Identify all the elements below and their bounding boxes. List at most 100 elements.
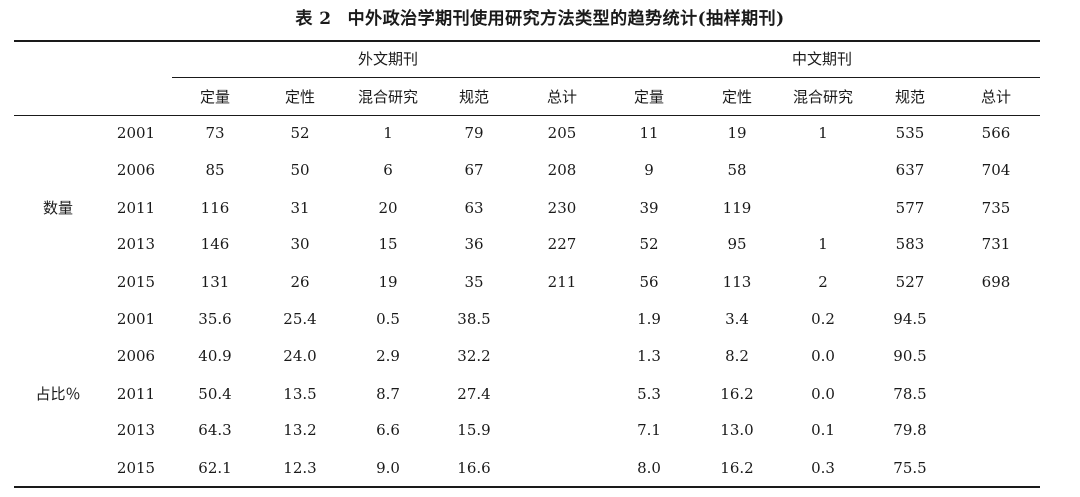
table-cell: 527 [895,273,925,291]
table-cell: 116 [200,199,230,217]
top-rule [14,40,1040,42]
table-cell: 50.4 [198,385,232,403]
row-year: 2006 [116,161,156,179]
table-cell: 85 [205,161,225,179]
table-cell: 20 [378,199,398,217]
table-cell: 8.2 [725,347,749,365]
table-cell: 16.2 [720,385,754,403]
group-header: 外文期刊 [357,50,419,68]
table-title: 中外政治学期刊使用研究方法类型的趋势统计(抽样期刊) [347,9,785,29]
table-cell: 535 [895,124,925,142]
header-rule [14,115,1040,116]
table-cell: 566 [981,124,1011,142]
table-cell: 2.9 [376,347,400,365]
table-cell: 27.4 [457,385,491,403]
table-cell: 13.5 [283,385,317,403]
table-cell: 11 [639,124,659,142]
table-cell: 50 [290,161,310,179]
table-cell: 230 [547,199,577,217]
table-cell: 131 [200,273,230,291]
group-header: 中文期刊 [791,50,853,68]
table-cell: 211 [547,273,577,291]
table-cell: 26 [290,273,310,291]
table-cell: 12.3 [283,459,317,477]
table-number: 表 2 [295,9,332,29]
table-cell: 0.5 [376,310,400,328]
table-caption: 表 2 中外政治学期刊使用研究方法类型的趋势统计(抽样期刊) [0,6,1080,32]
table-cell: 9.0 [376,459,400,477]
table-cell: 31 [290,199,310,217]
row-year: 2015 [116,273,156,291]
table-cell: 67 [464,161,484,179]
table-cell: 2 [818,273,828,291]
table-cell: 5.3 [637,385,661,403]
table-cell: 1.3 [637,347,661,365]
table-cell: 8.0 [637,459,661,477]
table-cell: 205 [547,124,577,142]
table-cell: 6 [383,161,393,179]
table-cell: 40.9 [198,347,232,365]
table-cell: 0.1 [811,421,835,439]
table-cell: 704 [981,161,1011,179]
column-header: 定量 [199,88,231,106]
table-cell: 39 [639,199,659,217]
table-cell: 35.6 [198,310,232,328]
table-cell: 75.5 [893,459,927,477]
table-cell: 52 [290,124,310,142]
row-year: 2001 [116,310,156,328]
table-cell: 1 [818,124,828,142]
column-header: 混合研究 [357,88,419,106]
table-cell: 0.0 [811,385,835,403]
table-cell: 62.1 [198,459,232,477]
table-cell: 25.4 [283,310,317,328]
table-cell: 8.7 [376,385,400,403]
column-header: 总计 [980,88,1012,106]
row-year: 2006 [116,347,156,365]
column-header: 总计 [546,88,578,106]
table-cell: 95 [727,235,747,253]
table-cell: 94.5 [893,310,927,328]
table-cell: 735 [981,199,1011,217]
column-header: 规范 [894,88,926,106]
table-cell: 731 [981,235,1011,253]
table-cell: 583 [895,235,925,253]
column-header: 混合研究 [792,88,854,106]
table-cell: 79.8 [893,421,927,439]
table-cell: 19 [727,124,747,142]
row-year: 2011 [116,385,156,403]
table-cell: 1 [818,235,828,253]
table-cell: 52 [639,235,659,253]
row-year: 2013 [116,235,156,253]
column-header: 定量 [633,88,665,106]
table-cell: 15 [378,235,398,253]
row-year: 2011 [116,199,156,217]
table-cell: 30 [290,235,310,253]
table-cell: 64.3 [198,421,232,439]
table-cell: 15.9 [457,421,491,439]
table-cell: 0.3 [811,459,835,477]
table-cell: 6.6 [376,421,400,439]
table-cell: 13.0 [720,421,754,439]
table-cell: 9 [644,161,654,179]
table-cell: 1 [383,124,393,142]
table-cell: 16.2 [720,459,754,477]
table-cell: 79 [464,124,484,142]
table-cell: 36 [464,235,484,253]
row-year: 2001 [116,124,156,142]
table-cell: 0.2 [811,310,835,328]
table-cell: 78.5 [893,385,927,403]
section-label: 数量 [42,199,74,217]
table-cell: 19 [378,273,398,291]
table-cell: 73 [205,124,225,142]
row-year: 2013 [116,421,156,439]
table-cell: 227 [547,235,577,253]
table-cell: 3.4 [725,310,749,328]
table-cell: 63 [464,199,484,217]
column-header: 规范 [458,88,490,106]
table-cell: 577 [895,199,925,217]
table-cell: 1.9 [637,310,661,328]
table-cell: 38.5 [457,310,491,328]
bottom-rule [14,486,1040,488]
table-cell: 119 [722,199,752,217]
table-cell: 13.2 [283,421,317,439]
